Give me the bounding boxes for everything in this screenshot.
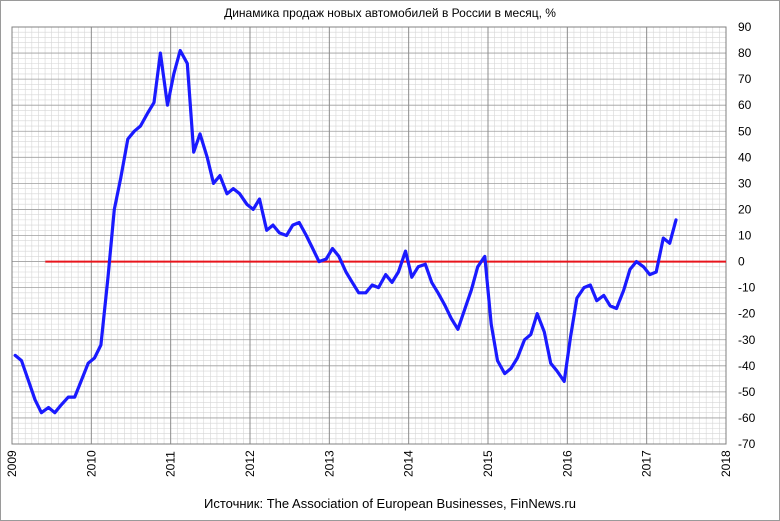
- y-tick-label: -60: [738, 411, 756, 425]
- x-tick-label: 2018: [719, 450, 733, 477]
- y-tick-label: 90: [738, 20, 752, 34]
- y-tick-label: -50: [738, 385, 756, 399]
- x-tick-label: 2017: [640, 450, 654, 477]
- sales-change-line: [13, 48, 678, 415]
- y-tick-label: -40: [738, 359, 756, 373]
- x-tick-label: 2016: [560, 450, 574, 477]
- x-tick-label: 2013: [322, 450, 336, 477]
- y-tick-label: 70: [738, 72, 752, 86]
- source-caption: Источник: The Association of European Bu…: [204, 496, 576, 511]
- x-tick-label: 2012: [243, 450, 257, 477]
- x-tick-label: 2009: [5, 450, 19, 477]
- x-tick-label: 2011: [164, 451, 178, 477]
- x-axis-tick-labels: 2009 2010 2011 2012 2013 2014 2015 2016 2017 2018: [5, 450, 733, 477]
- y-tick-label: 50: [738, 124, 752, 138]
- chart-title: Динамика продаж новых автомобилей в Росс…: [224, 6, 556, 20]
- y-tick-label: -30: [738, 333, 756, 347]
- y-tick-label: -70: [738, 437, 756, 451]
- y-tick-label: 40: [738, 150, 752, 164]
- y-tick-label: -10: [738, 281, 756, 295]
- x-tick-label: 2014: [402, 450, 416, 477]
- y-tick-label: 80: [738, 46, 752, 60]
- x-tick-label: 2015: [481, 450, 495, 477]
- y-tick-label: 0: [738, 255, 745, 269]
- y-tick-label: 60: [738, 98, 752, 112]
- x-tick-label: 2010: [84, 450, 98, 477]
- plot-area-border: [11, 26, 727, 445]
- y-tick-label: 10: [738, 229, 752, 243]
- y-tick-label: -20: [738, 307, 756, 321]
- y-tick-label: 30: [738, 176, 752, 190]
- y-axis-tick-labels: 90 80 70 60 50 40 30 20 10 0 -10 -20 -30 -40 -50 -60 -70: [738, 20, 756, 451]
- y-tick-label: 20: [738, 202, 752, 216]
